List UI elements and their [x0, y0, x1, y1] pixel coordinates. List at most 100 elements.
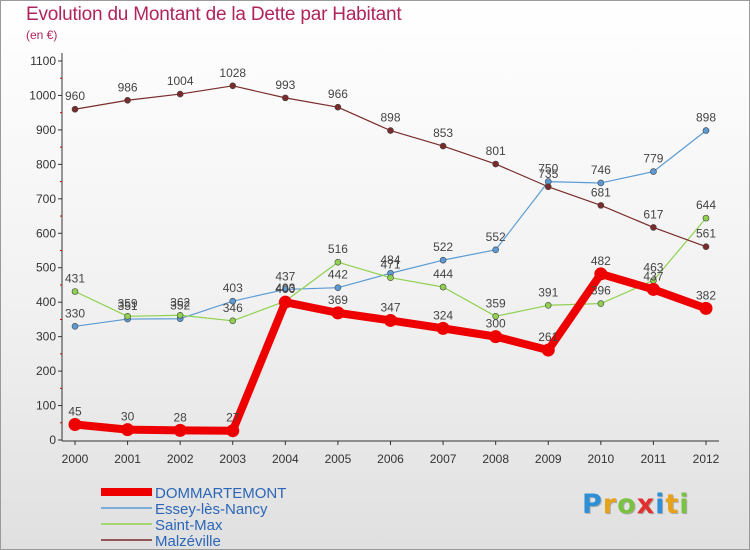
series-essey-les-nancy — [71, 127, 710, 330]
data-label: 484 — [380, 253, 400, 267]
data-point — [334, 258, 342, 266]
data-label: 482 — [591, 254, 611, 268]
data-label: 1004 — [167, 74, 194, 88]
x-tick-label: 2011 — [641, 452, 667, 466]
y-tick-label: 600 — [36, 226, 56, 240]
data-point — [334, 103, 342, 111]
series-dommartemont — [68, 267, 713, 438]
data-point — [597, 202, 605, 209]
data-point — [229, 82, 237, 90]
data-point — [282, 286, 289, 293]
data-point — [492, 246, 499, 254]
data-point — [334, 284, 342, 292]
data-label: 382 — [696, 288, 716, 302]
data-label: 30 — [121, 410, 135, 424]
data-point — [597, 300, 605, 307]
data-label: 45 — [68, 404, 82, 418]
logo-letter: t — [665, 489, 680, 520]
data-label: 561 — [696, 227, 716, 241]
data-point — [702, 127, 710, 134]
data-label: 522 — [433, 240, 453, 254]
y-tick-label: 200 — [36, 364, 56, 378]
y-tick-label: 0 — [49, 433, 56, 447]
y-tick-label: 300 — [36, 330, 56, 344]
data-label: 362 — [170, 295, 190, 309]
data-point — [646, 282, 660, 296]
data-point — [439, 142, 447, 150]
logo-letter: i — [655, 489, 666, 520]
y-tick-label: 700 — [36, 192, 56, 206]
legend-label: Essey-lès-Nancy — [155, 501, 268, 518]
data-point — [121, 423, 135, 437]
y-tick-label: 1000 — [29, 88, 56, 102]
data-point — [173, 423, 187, 437]
data-label: 437 — [275, 269, 295, 283]
y-tick-label: 900 — [36, 123, 56, 137]
data-label: 403 — [223, 281, 243, 295]
data-label: 750 — [538, 162, 558, 176]
data-point — [439, 256, 447, 264]
data-label: 351 — [118, 299, 138, 313]
logo-letter: P — [582, 489, 603, 520]
data-label: 324 — [433, 308, 453, 322]
proxiti-logo: Proxiti — [582, 489, 690, 520]
data-label: 352 — [170, 299, 190, 313]
data-point — [650, 168, 657, 175]
data-point — [489, 330, 503, 344]
x-tick-label: 2002 — [167, 452, 194, 466]
x-tick-label: 2005 — [325, 452, 352, 466]
data-point — [699, 301, 713, 315]
x-tick-label: 2012 — [693, 452, 720, 466]
data-label: 442 — [328, 268, 348, 282]
logo-letter: r — [602, 489, 618, 520]
chart-title: Evolution du Montant de la Dette par Hab… — [26, 4, 402, 25]
data-point — [702, 243, 710, 251]
data-label: 400 — [275, 282, 295, 296]
data-point — [331, 306, 345, 320]
data-label: 966 — [328, 87, 348, 101]
data-label: 300 — [486, 317, 506, 331]
data-point — [226, 424, 240, 438]
data-label: 403 — [275, 281, 295, 295]
data-label: 898 — [380, 111, 400, 125]
data-label: 735 — [538, 167, 558, 181]
data-label: 444 — [433, 267, 453, 281]
y-tick-label: 800 — [36, 157, 56, 171]
data-label: 1028 — [219, 66, 246, 80]
y-tick-label: 400 — [36, 295, 56, 309]
data-label: 986 — [118, 80, 138, 94]
data-label: 396 — [591, 284, 611, 298]
data-label: 369 — [328, 293, 348, 307]
x-tick-label: 2010 — [587, 452, 614, 466]
data-label: 261 — [538, 330, 558, 344]
data-point — [68, 417, 82, 431]
data-point — [176, 311, 184, 319]
data-label: 617 — [643, 207, 663, 221]
data-label: 346 — [223, 301, 243, 315]
data-label: 27 — [226, 411, 240, 425]
logo-letter: x — [636, 489, 656, 520]
data-label: 681 — [591, 185, 611, 199]
data-point — [384, 313, 397, 327]
x-tick-label: 2009 — [535, 452, 562, 466]
legend-label: Malzéville — [155, 533, 221, 550]
y-tick-label: 1100 — [30, 54, 56, 68]
data-label: 516 — [328, 242, 348, 256]
data-label: 552 — [486, 230, 506, 244]
x-tick-label: 2007 — [430, 452, 457, 466]
data-point — [229, 297, 237, 305]
data-point — [594, 267, 608, 281]
x-tick-label: 2004 — [272, 452, 299, 466]
x-tick-label: 2001 — [114, 452, 141, 466]
data-label: 993 — [275, 78, 295, 92]
data-label: 463 — [643, 260, 663, 274]
x-tick-label: 2006 — [377, 452, 404, 466]
data-label: 359 — [486, 296, 506, 310]
data-point — [544, 183, 552, 191]
data-label: 853 — [433, 126, 453, 140]
data-label: 644 — [696, 198, 716, 212]
data-label: 347 — [380, 300, 400, 314]
data-label: 471 — [380, 258, 400, 272]
legend-label: Saint-Max — [155, 517, 223, 534]
